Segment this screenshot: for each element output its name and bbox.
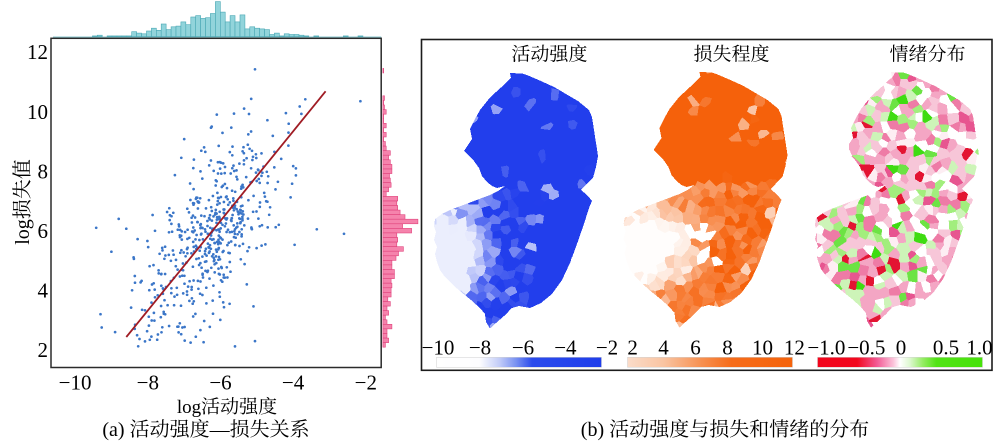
svg-text:—: — — [209, 419, 231, 441]
svg-text:−2: −2 — [355, 371, 377, 395]
svg-text:−8: −8 — [137, 371, 159, 395]
svg-text:log: log — [177, 397, 202, 418]
svg-text:−2: −2 — [596, 335, 618, 359]
svg-text:10: 10 — [752, 335, 773, 359]
svg-text:6: 6 — [690, 335, 701, 359]
svg-text:−1.0: −1.0 — [807, 335, 845, 359]
svg-text:(b): (b) — [581, 419, 604, 441]
svg-text:−6: −6 — [512, 335, 534, 359]
svg-text:2: 2 — [627, 335, 638, 359]
svg-text:−4: −4 — [554, 335, 577, 359]
svg-text:6: 6 — [38, 219, 49, 243]
svg-text:1.0: 1.0 — [966, 335, 992, 359]
svg-text:4: 4 — [658, 335, 669, 359]
svg-text:8: 8 — [38, 159, 49, 183]
svg-text:4: 4 — [38, 279, 49, 303]
svg-text:−10: −10 — [422, 335, 455, 359]
svg-text:0: 0 — [896, 335, 907, 359]
svg-text:log: log — [12, 219, 34, 245]
svg-text:10: 10 — [27, 100, 48, 124]
svg-text:0.5: 0.5 — [933, 335, 959, 359]
svg-text:−8: −8 — [469, 335, 491, 359]
svg-text:12: 12 — [784, 335, 805, 359]
svg-text:−4: −4 — [282, 371, 305, 395]
svg-text:−6: −6 — [209, 371, 231, 395]
svg-text:2: 2 — [38, 338, 49, 362]
svg-text:12: 12 — [27, 40, 48, 64]
svg-text:8: 8 — [722, 335, 733, 359]
svg-text:−0.5: −0.5 — [847, 335, 885, 359]
svg-text:(a): (a) — [102, 419, 124, 441]
svg-text:−10: −10 — [59, 371, 92, 395]
